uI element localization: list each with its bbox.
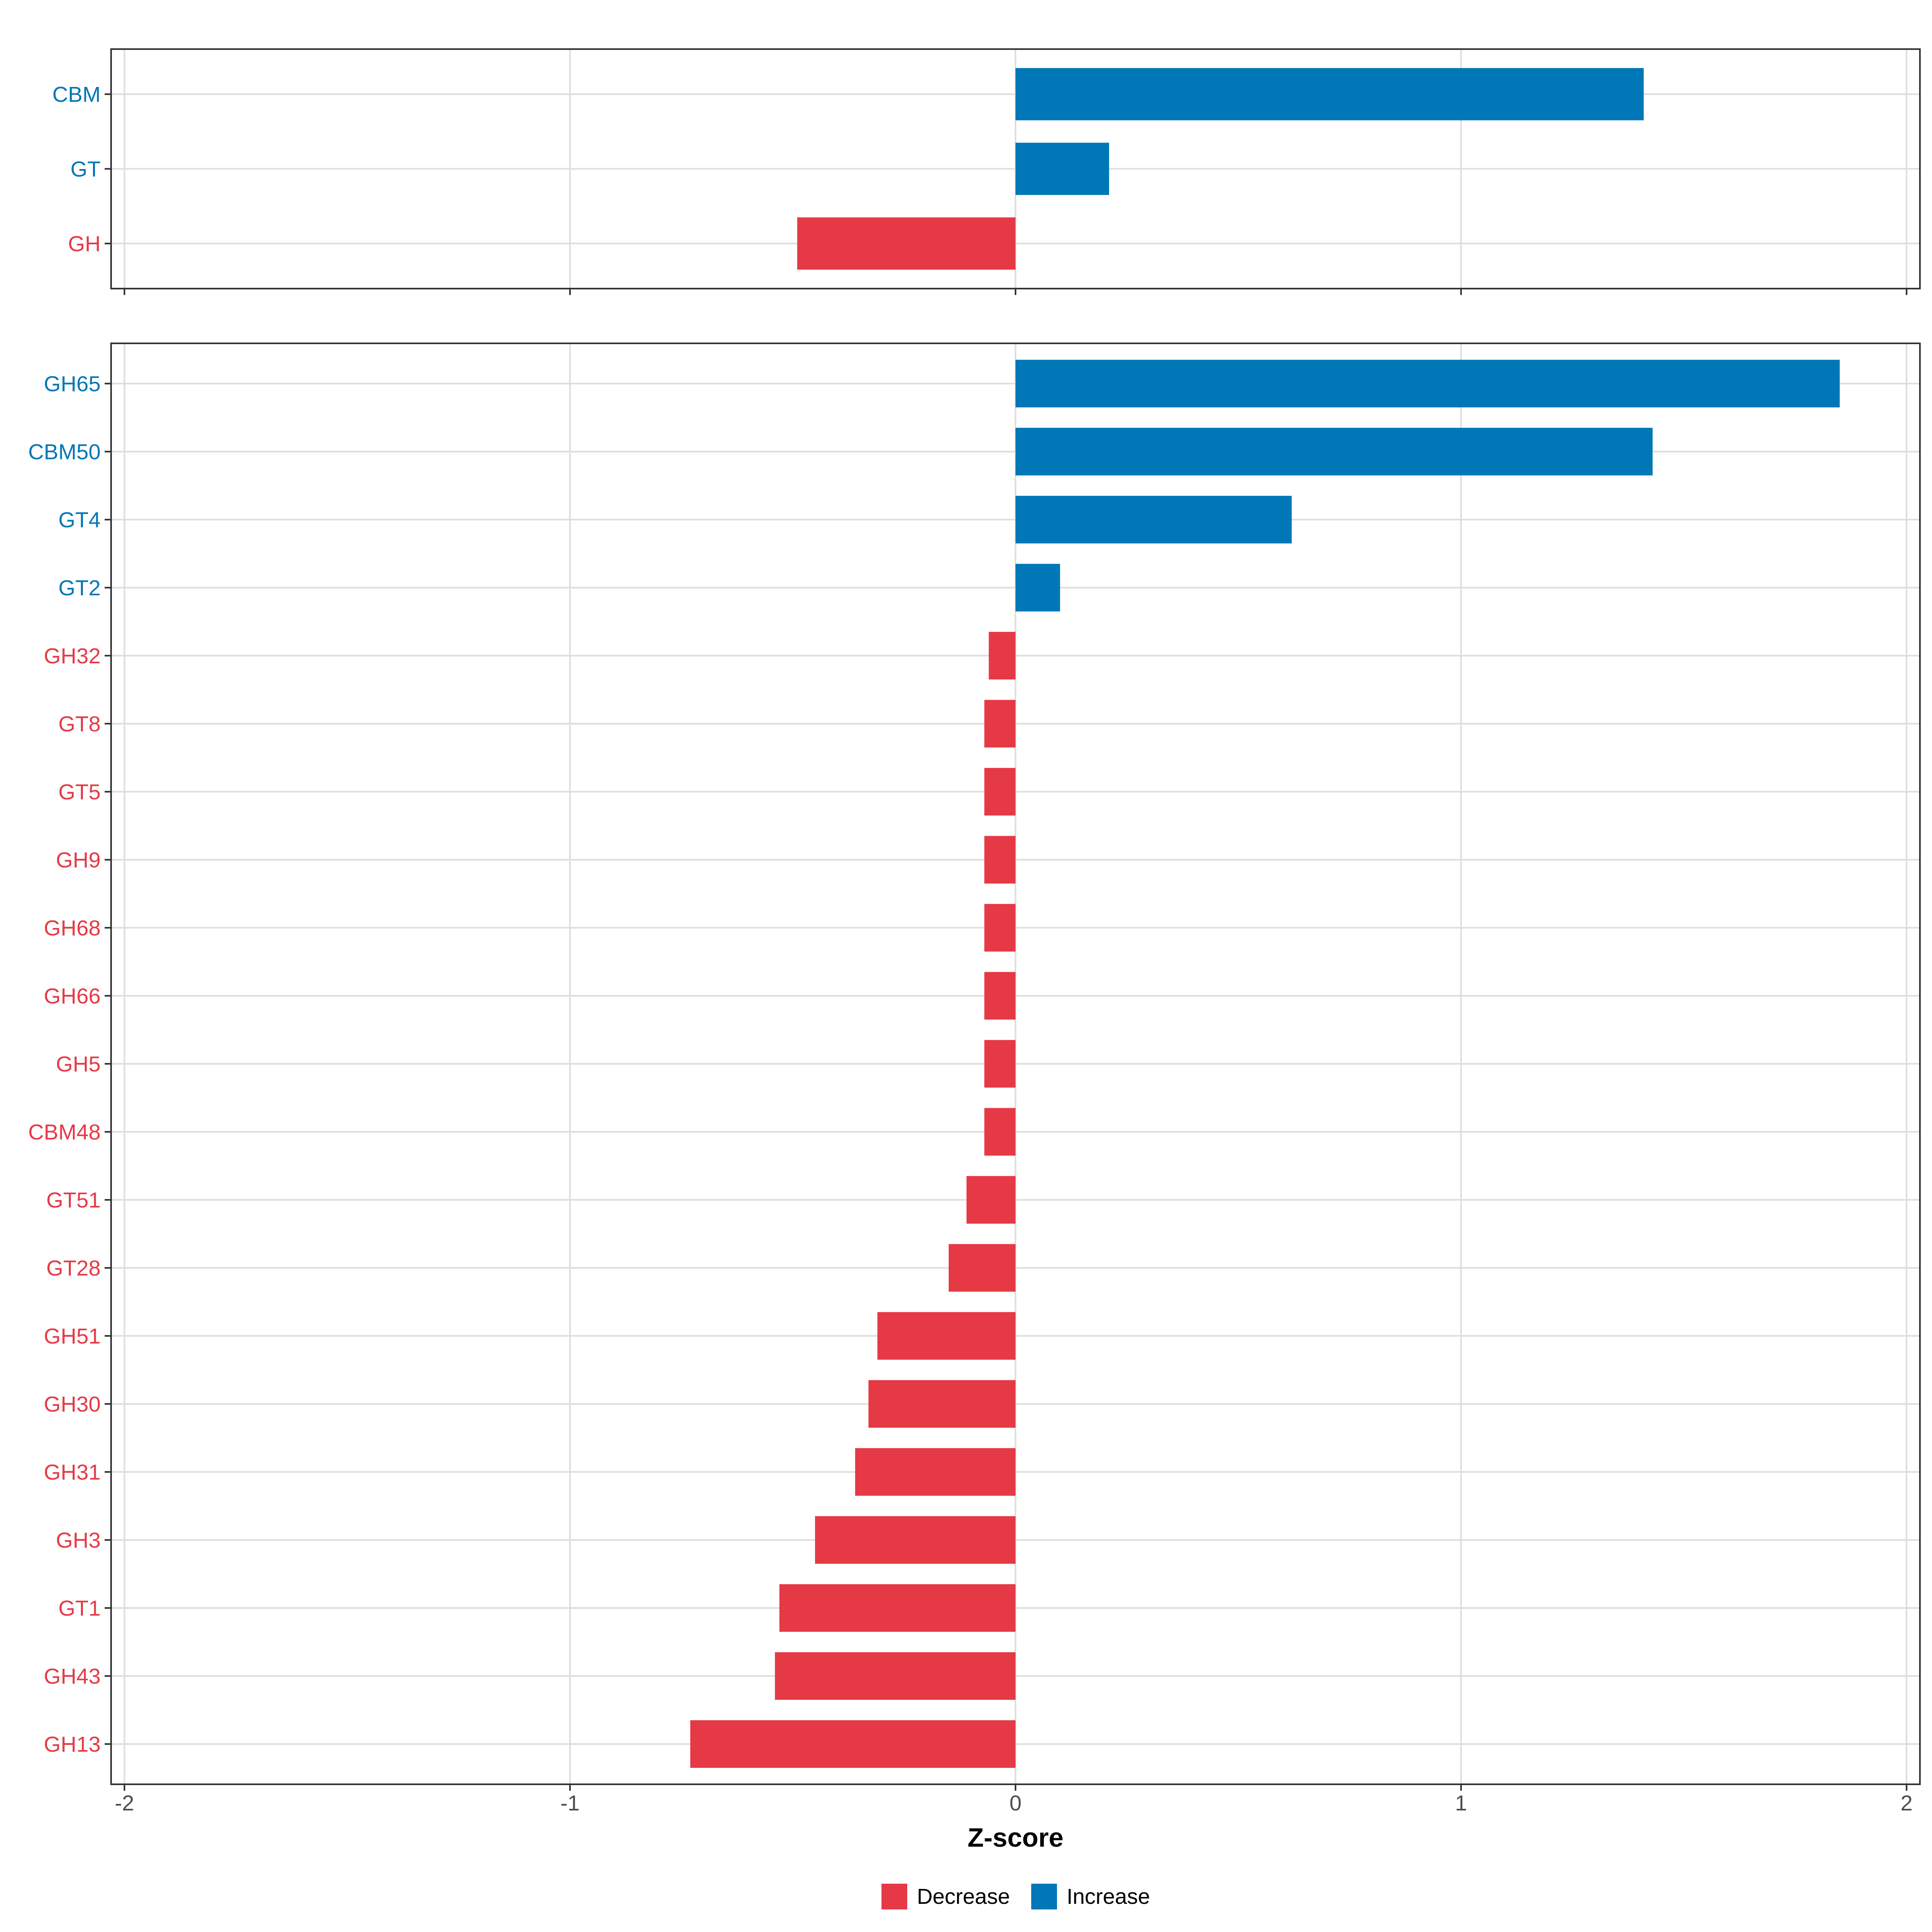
y-tick-label-gt8: GT8	[58, 712, 101, 736]
y-tick-label-gh5: GH5	[56, 1052, 101, 1076]
bar-gt4	[1016, 495, 1292, 544]
legend: Decrease Increase	[881, 1884, 1150, 1909]
y-tick-label-gh43: GH43	[44, 1664, 101, 1688]
bar-cbm48	[984, 1108, 1016, 1156]
y-tick-label-gt5: GT5	[58, 780, 101, 804]
bar-cbm	[1016, 68, 1644, 120]
y-tick-label-gh32: GH32	[44, 644, 101, 668]
y-tick-label-cbm: CBM	[52, 83, 101, 107]
x-axis-title: Z-score	[968, 1823, 1063, 1852]
bar-gh51	[877, 1312, 1016, 1360]
y-tick-label-gh31: GH31	[44, 1460, 101, 1484]
y-tick-label-gh: GH	[68, 232, 101, 256]
bar-gt	[1016, 142, 1109, 195]
bar-gt51	[966, 1176, 1016, 1224]
x-tick-label: 2	[1901, 1791, 1913, 1815]
bar-gt1	[779, 1584, 1016, 1632]
panel-class-level: CBM GT GH	[52, 48, 1921, 295]
bar-gt8	[984, 700, 1016, 748]
y-tick-label-gh65: GH65	[44, 372, 101, 396]
panel-family-level: GH65 CBM50 GT4 GT2 GH32 GT8 GT5 GH9 GH68 GH66 GH5 C…	[28, 343, 1921, 1791]
bar-gh68	[984, 904, 1016, 952]
bar-gh66	[984, 972, 1016, 1020]
bar-cbm50	[1016, 427, 1653, 476]
y-tick-label-gt4: GT4	[58, 508, 101, 532]
y-tick-label-gh13: GH13	[44, 1732, 101, 1757]
bar-gh43	[775, 1652, 1016, 1700]
bar-gt5	[984, 768, 1016, 816]
legend-label-decrease: Decrease	[917, 1885, 1010, 1909]
bar-gt2	[1016, 564, 1060, 612]
bar-gh32	[989, 632, 1016, 680]
y-tick-label-gh3: GH3	[56, 1528, 101, 1552]
y-tick-label-gt51: GT51	[46, 1188, 101, 1212]
x-tick-label: -2	[115, 1791, 134, 1815]
bar-gh65	[1016, 359, 1840, 408]
bar-gh5	[984, 1040, 1016, 1088]
y-tick-label-cbm50: CBM50	[28, 440, 101, 464]
y-tick-label-gt2: GT2	[58, 576, 101, 600]
y-tick-label-gt1: GT1	[58, 1596, 101, 1620]
x-tick-label: 0	[1009, 1791, 1022, 1815]
bar-gh31	[855, 1448, 1016, 1496]
bar-gh9	[984, 836, 1016, 884]
legend-label-increase: Increase	[1067, 1885, 1150, 1909]
bar-gh3	[815, 1516, 1016, 1564]
x-axis: -2 -1 0 1 2	[115, 1791, 1913, 1815]
y-tick-label-gt: GT	[70, 157, 101, 182]
bar-gh30	[868, 1380, 1016, 1428]
legend-key-increase	[1031, 1884, 1057, 1909]
y-tick-label-gh9: GH9	[56, 848, 101, 872]
bar-gh	[797, 217, 1016, 270]
y-tick-label-gh51: GH51	[44, 1324, 101, 1348]
bar-gt28	[948, 1244, 1016, 1292]
y-tick-label-gt28: GT28	[46, 1256, 101, 1280]
x-tick-label: 1	[1455, 1791, 1467, 1815]
x-tick-label: -1	[560, 1791, 580, 1815]
bar-gh13	[690, 1720, 1016, 1768]
legend-key-decrease	[881, 1884, 907, 1909]
y-tick-label-gh66: GH66	[44, 984, 101, 1008]
y-tick-label-gh68: GH68	[44, 916, 101, 940]
y-tick-label-gh30: GH30	[44, 1392, 101, 1416]
y-tick-label-cbm48: CBM48	[28, 1120, 101, 1144]
